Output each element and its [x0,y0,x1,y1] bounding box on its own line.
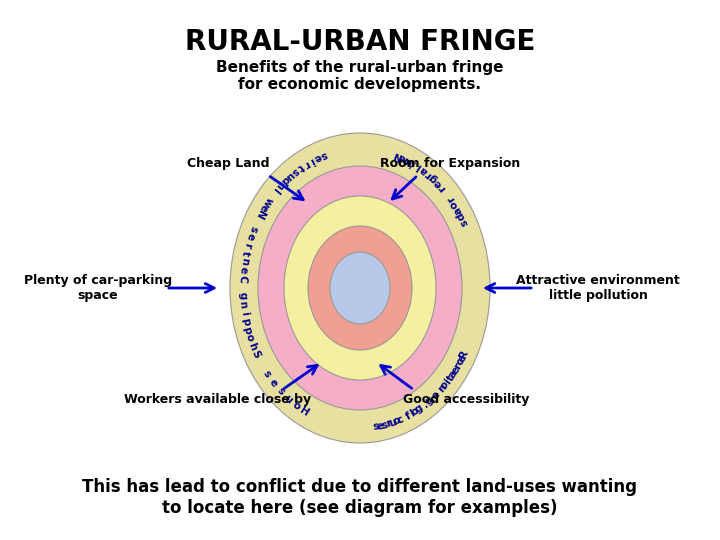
Text: g: g [428,172,440,185]
Text: Benefits of the rural-urban fringe
for economic developments.: Benefits of the rural-urban fringe for e… [216,60,504,92]
Text: p: p [240,317,251,326]
Text: d: d [279,174,291,186]
Text: c: c [454,357,466,367]
Text: Cheap Land: Cheap Land [186,157,269,170]
Text: This has lead to conflict due to different land-uses wanting
to locate here (see: This has lead to conflict due to differe… [83,478,637,517]
Ellipse shape [258,166,462,410]
Text: n: n [436,383,448,395]
Text: r: r [445,193,456,204]
Text: w: w [401,153,414,167]
Text: n: n [274,179,287,191]
Text: c: c [395,414,405,426]
Text: s: s [372,421,380,432]
Text: o: o [391,415,402,427]
Text: r: r [384,418,392,429]
Text: a: a [447,368,459,380]
Text: e: e [432,177,444,189]
Text: C: C [237,275,248,283]
Ellipse shape [330,252,390,324]
Text: n: n [238,257,250,266]
Text: N: N [390,148,402,161]
Text: r: r [452,362,464,371]
Text: S: S [250,348,262,359]
Text: o: o [449,198,461,210]
Text: o: o [244,333,256,343]
Text: e: e [449,364,462,376]
Text: RURAL-URBAN FRINGE: RURAL-URBAN FRINGE [185,28,535,56]
Text: u: u [284,169,296,181]
Text: o: o [290,400,302,412]
Text: i: i [443,377,453,386]
Text: n: n [238,300,248,309]
Text: s: s [247,224,258,233]
Text: i: i [239,310,249,316]
Text: t: t [240,249,251,256]
Text: t: t [295,161,305,173]
Text: o: o [410,406,421,418]
Text: l: l [414,161,423,172]
Text: e: e [430,389,442,401]
Text: R: R [458,348,470,360]
Text: e: e [376,420,385,431]
Text: e: e [238,266,248,274]
Text: s: s [261,369,273,380]
Text: e: e [456,353,468,363]
Text: g: g [423,395,436,408]
Text: s: s [459,218,470,227]
Text: Good accessibility: Good accessibility [402,394,529,407]
Text: e: e [244,232,256,242]
Text: e: e [312,151,323,164]
Text: a: a [418,164,430,176]
Text: l: l [408,409,416,419]
Text: h: h [247,341,258,351]
Text: s: s [275,386,286,397]
Text: Plenty of car-parking
space: Plenty of car-parking space [24,274,172,302]
Text: i: i [307,155,315,166]
Text: I: I [271,186,281,195]
Text: u: u [282,393,294,405]
Text: .: . [421,399,431,409]
Text: d: d [455,211,467,221]
Text: r: r [423,168,434,180]
Text: Attractive environment
little pollution: Attractive environment little pollution [516,274,680,302]
Text: f: f [404,410,413,421]
Text: H: H [298,405,311,418]
Text: p: p [242,325,253,335]
Text: e: e [267,377,279,389]
Text: .: . [428,393,438,403]
Text: Room for Expansion: Room for Expansion [380,157,520,170]
Text: u: u [387,417,397,429]
Ellipse shape [284,196,436,380]
Text: e: e [397,151,408,163]
Text: o: o [438,379,451,391]
Text: /: / [409,158,418,168]
Text: s: s [380,420,389,430]
Ellipse shape [230,133,490,443]
Ellipse shape [308,226,412,350]
Text: r: r [437,183,448,193]
Text: r: r [242,241,253,249]
Text: s: s [319,149,328,160]
Text: N: N [253,207,266,220]
Text: g: g [413,403,425,415]
Text: w: w [261,195,274,208]
Text: a: a [452,205,464,215]
Text: t: t [445,373,456,383]
Text: Workers available close by: Workers available close by [125,394,312,407]
Text: g: g [237,292,248,300]
Text: r: r [301,158,311,169]
Text: e: e [257,202,269,213]
Text: s: s [289,165,300,177]
